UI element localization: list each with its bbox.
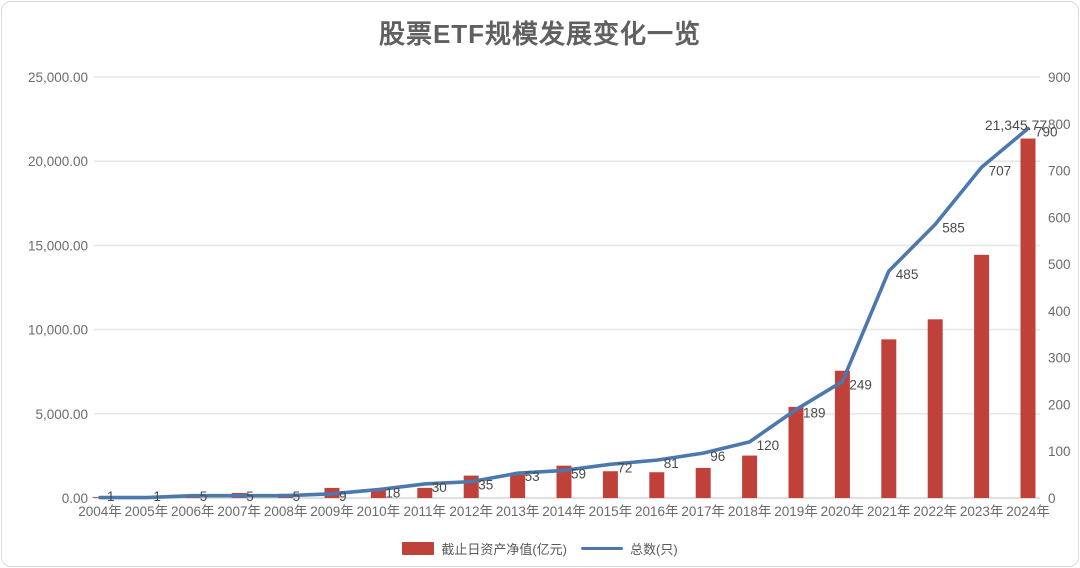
gridlines	[94, 76, 1040, 415]
svg-text:59: 59	[571, 466, 586, 481]
svg-text:2023年: 2023年	[960, 504, 1004, 519]
bar-value-label-2024: 21,345.77	[985, 117, 1047, 133]
svg-text:2008年: 2008年	[264, 504, 308, 519]
svg-text:120: 120	[757, 438, 780, 453]
svg-text:20,000.00: 20,000.00	[28, 154, 88, 169]
svg-text:5: 5	[293, 489, 301, 504]
chart-legend: 截止日资产净值(亿元) 总数(只)	[2, 539, 1078, 558]
svg-text:2019年: 2019年	[774, 504, 818, 519]
svg-text:2011年: 2011年	[404, 504, 447, 519]
svg-text:200: 200	[1048, 397, 1071, 412]
svg-text:35: 35	[478, 478, 493, 493]
svg-text:249: 249	[849, 378, 872, 393]
svg-text:2020年: 2020年	[821, 504, 865, 519]
svg-text:500: 500	[1048, 257, 1071, 272]
svg-text:800: 800	[1048, 117, 1071, 132]
svg-text:700: 700	[1048, 164, 1071, 179]
svg-text:10,000.00: 10,000.00	[28, 323, 88, 338]
left-axis-labels: 0.00 5,000.00 10,000.00 15,000.00 20,000.00 2…	[28, 70, 88, 506]
svg-text:2009年: 2009年	[310, 504, 354, 519]
bar-2016年	[649, 472, 665, 498]
svg-text:2022年: 2022年	[913, 504, 957, 519]
right-axis-labels: 0 100 200 300 400 500 600 700 800 900	[1048, 70, 1071, 506]
svg-text:790: 790	[1035, 124, 1058, 139]
svg-text:30: 30	[432, 480, 447, 495]
bar-2024年	[1020, 138, 1036, 498]
bar-2020年	[834, 370, 850, 498]
line-series-swatch-icon	[581, 546, 623, 551]
bar-2010年	[370, 488, 386, 498]
svg-text:2012年: 2012年	[449, 504, 493, 519]
bar-2022年	[927, 319, 943, 498]
svg-text:2014年: 2014年	[542, 504, 586, 519]
svg-text:5: 5	[200, 489, 208, 504]
bar-2017年	[695, 467, 711, 498]
bar-series-swatch-icon	[402, 542, 435, 555]
bar-2015年	[602, 471, 618, 498]
svg-text:0: 0	[1048, 491, 1056, 506]
svg-text:300: 300	[1048, 351, 1071, 366]
svg-text:5: 5	[246, 489, 254, 504]
svg-text:2015年: 2015年	[589, 504, 633, 519]
svg-text:2021年: 2021年	[867, 504, 911, 519]
line-series-total-count	[98, 126, 1030, 500]
svg-text:485: 485	[896, 267, 919, 282]
svg-text:25,000.00: 25,000.00	[28, 70, 88, 85]
bar-2011年	[417, 487, 433, 498]
x-axis-labels: 2004年 2005年 2006年 2007年 2008年 2009年 2010年 2011年…	[78, 504, 1050, 519]
bar-2019年	[788, 406, 804, 498]
svg-text:400: 400	[1048, 304, 1071, 319]
svg-text:72: 72	[617, 460, 632, 475]
legend-label-total-count: 总数(只)	[630, 542, 678, 557]
legend-item-total-count: 总数(只)	[581, 539, 678, 558]
svg-text:707: 707	[989, 163, 1012, 178]
legend-item-net-assets: 截止日资产净值(亿元)	[402, 539, 567, 558]
svg-text:585: 585	[942, 220, 965, 235]
legend-label-net-assets: 截止日资产净值(亿元)	[441, 542, 567, 557]
svg-text:2005年: 2005年	[125, 504, 169, 519]
svg-text:2007年: 2007年	[217, 504, 261, 519]
svg-text:1: 1	[153, 489, 161, 504]
svg-text:2024年: 2024年	[1006, 504, 1050, 519]
chart-title: 股票ETF规模发展变化一览	[378, 19, 702, 49]
svg-text:96: 96	[710, 449, 725, 464]
svg-text:15,000.00: 15,000.00	[28, 238, 88, 253]
svg-text:5,000.00: 5,000.00	[35, 407, 88, 422]
svg-text:1: 1	[107, 489, 115, 504]
svg-text:189: 189	[803, 406, 826, 421]
svg-text:600: 600	[1048, 210, 1071, 225]
svg-text:53: 53	[525, 469, 540, 484]
svg-text:2004年: 2004年	[78, 504, 122, 519]
svg-text:2013年: 2013年	[496, 504, 540, 519]
svg-text:81: 81	[664, 456, 679, 471]
bar-2014年	[556, 465, 572, 498]
svg-text:0.00: 0.00	[62, 491, 88, 506]
bar-2013年	[510, 474, 526, 498]
bar-2021年	[881, 339, 897, 498]
svg-text:18: 18	[385, 486, 400, 501]
bar-2023年	[974, 254, 990, 498]
svg-text:2017年: 2017年	[681, 504, 725, 519]
bar-series-net-assets	[92, 138, 1036, 498]
svg-text:9: 9	[339, 489, 347, 504]
svg-text:2006年: 2006年	[171, 504, 215, 519]
bar-2018年	[742, 455, 758, 498]
svg-text:900: 900	[1048, 70, 1071, 85]
svg-text:2016年: 2016年	[635, 504, 679, 519]
svg-text:2010年: 2010年	[357, 504, 401, 519]
svg-text:100: 100	[1048, 444, 1071, 459]
svg-text:2018年: 2018年	[728, 504, 772, 519]
